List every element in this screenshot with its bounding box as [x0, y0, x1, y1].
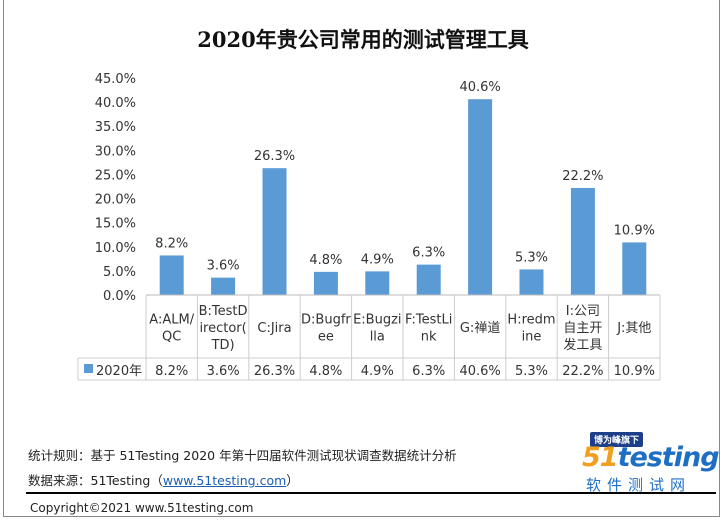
table-value: 3.6%	[207, 364, 240, 379]
bar-chart: 2020年贵公司常用的测试管理工具 0.0% 5.0% 10.0% 15.0% 20.0%…	[77, 27, 661, 381]
y-tick-label: 25.0%	[95, 168, 136, 183]
bar	[519, 269, 544, 295]
data-label: 10.9%	[614, 223, 655, 238]
logo-brand-num: 51	[582, 442, 619, 473]
x-category-label: G:禅道	[460, 321, 500, 336]
bar	[365, 271, 390, 295]
y-tick-label: 10.0%	[95, 241, 136, 256]
data-label: 6.3%	[412, 246, 445, 261]
source-label: 数据来源：51Testing（	[28, 473, 163, 488]
stat-rule-text: 统计规则：基于 51Testing 2020 年第十四届软件测试现状调查数据统计…	[28, 448, 457, 463]
y-tick-label: 0.0%	[103, 289, 136, 304]
x-category-label: I:公司自主开发工具	[563, 304, 602, 353]
y-tick-label: 30.0%	[95, 144, 136, 159]
bar	[622, 242, 647, 295]
x-category-label: J:其他	[616, 321, 651, 336]
y-tick-label: 40.0%	[95, 96, 136, 111]
source-close: ）	[286, 473, 299, 488]
data-label: 26.3%	[254, 149, 295, 164]
y-tick-label: 45.0%	[95, 72, 136, 87]
data-source: 数据来源：51Testing（www.51testing.com）	[28, 470, 299, 489]
data-label: 4.9%	[361, 252, 394, 267]
x-category-label: A:ALM/QC	[149, 313, 194, 345]
table-value: 6.3%	[412, 364, 445, 379]
copyright: Copyright©2021 www.51testing.com	[30, 501, 254, 515]
logo: 博为峰旗下 51testing 软件测试网	[578, 432, 720, 494]
table-value: 4.8%	[309, 364, 342, 379]
x-category-label: H:redm ine	[507, 313, 555, 345]
y-tick-label: 5.0%	[103, 265, 136, 280]
bar	[570, 187, 595, 295]
bar	[262, 168, 287, 295]
frame	[3, 0, 720, 517]
bar	[416, 264, 441, 295]
x-category-label: D:Bugfr ee	[301, 313, 351, 345]
logo-subtitle: 软件测试网	[586, 476, 692, 494]
logo-brand: 51testing	[582, 442, 720, 473]
bar	[468, 99, 493, 296]
table-value: 26.3%	[254, 364, 295, 379]
x-category-label: B:TestD irector(TD)	[199, 304, 248, 353]
divider	[26, 492, 716, 494]
logo-brand-word: testing	[617, 442, 720, 473]
bar	[313, 271, 338, 295]
data-label: 3.6%	[207, 259, 240, 274]
legend-label: 2020年	[96, 364, 142, 379]
logo-badge: 博为峰旗下	[590, 432, 644, 447]
data-label: 5.3%	[515, 250, 548, 265]
x-category-label: C:Jira	[257, 321, 291, 336]
y-tick-label: 20.0%	[95, 193, 136, 208]
bar	[211, 277, 236, 295]
table-value: 10.9%	[614, 364, 655, 379]
bar	[159, 255, 184, 295]
chart-title: 2020年贵公司常用的测试管理工具	[197, 27, 528, 52]
table-value: 40.6%	[459, 364, 500, 379]
x-category-label: F:TestLi nk	[405, 313, 452, 345]
legend-swatch	[84, 364, 93, 373]
y-tick-label: 15.0%	[95, 217, 136, 232]
data-label: 22.2%	[562, 169, 603, 184]
x-category-label: E:Bugzi lla	[353, 313, 401, 345]
y-tick-label: 35.0%	[95, 120, 136, 135]
table-value: 8.2%	[155, 364, 188, 379]
data-label: 4.8%	[309, 253, 342, 268]
source-link[interactable]: www.51testing.com	[162, 473, 287, 488]
table-value: 4.9%	[361, 364, 394, 379]
data-label: 40.6%	[459, 80, 500, 95]
data-label: 8.2%	[155, 236, 188, 251]
table-value: 22.2%	[562, 364, 603, 379]
table-value: 5.3%	[515, 364, 548, 379]
